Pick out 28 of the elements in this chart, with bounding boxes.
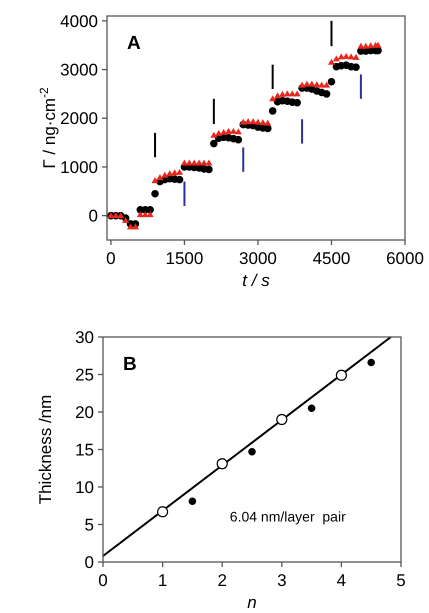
y-tick-label: 15 <box>75 440 94 460</box>
x-tick-label: 1500 <box>166 249 204 268</box>
y-tick-label: 20 <box>75 402 94 422</box>
y-tick-label: 2000 <box>60 109 98 128</box>
y-tick-label: 5 <box>84 515 94 534</box>
y-tick-label: 0 <box>84 552 94 572</box>
x-tick-label: 6000 <box>386 249 424 268</box>
y-tick-label: 4000 <box>60 12 98 31</box>
y-tick-label: 10 <box>75 478 94 497</box>
annotation: A <box>127 33 141 54</box>
x-tick-label: 0 <box>106 249 116 268</box>
x-tick-label: 3000 <box>239 249 277 268</box>
x-axis-title: n <box>247 593 257 612</box>
y-tick-label: 30 <box>75 328 94 347</box>
y-tick-label: 1000 <box>60 158 98 177</box>
x-tick-label: 1 <box>158 571 168 590</box>
x-tick-label: 5 <box>396 571 406 590</box>
x-tick-label: 2 <box>217 571 227 590</box>
x-tick-label: 4 <box>336 571 346 590</box>
annotation: 6.04 nm/layer pair <box>230 508 346 524</box>
annotation: B <box>123 354 137 375</box>
y-tick-label: 0 <box>88 206 98 226</box>
x-axis-title: t / s <box>242 271 270 290</box>
x-tick-label: 4500 <box>312 249 350 268</box>
y-tick-label: 25 <box>75 365 94 384</box>
x-tick-label: 3 <box>277 571 287 590</box>
y-axis-title: Thickness /nm <box>36 394 55 504</box>
y-tick-label: 3000 <box>60 60 98 80</box>
